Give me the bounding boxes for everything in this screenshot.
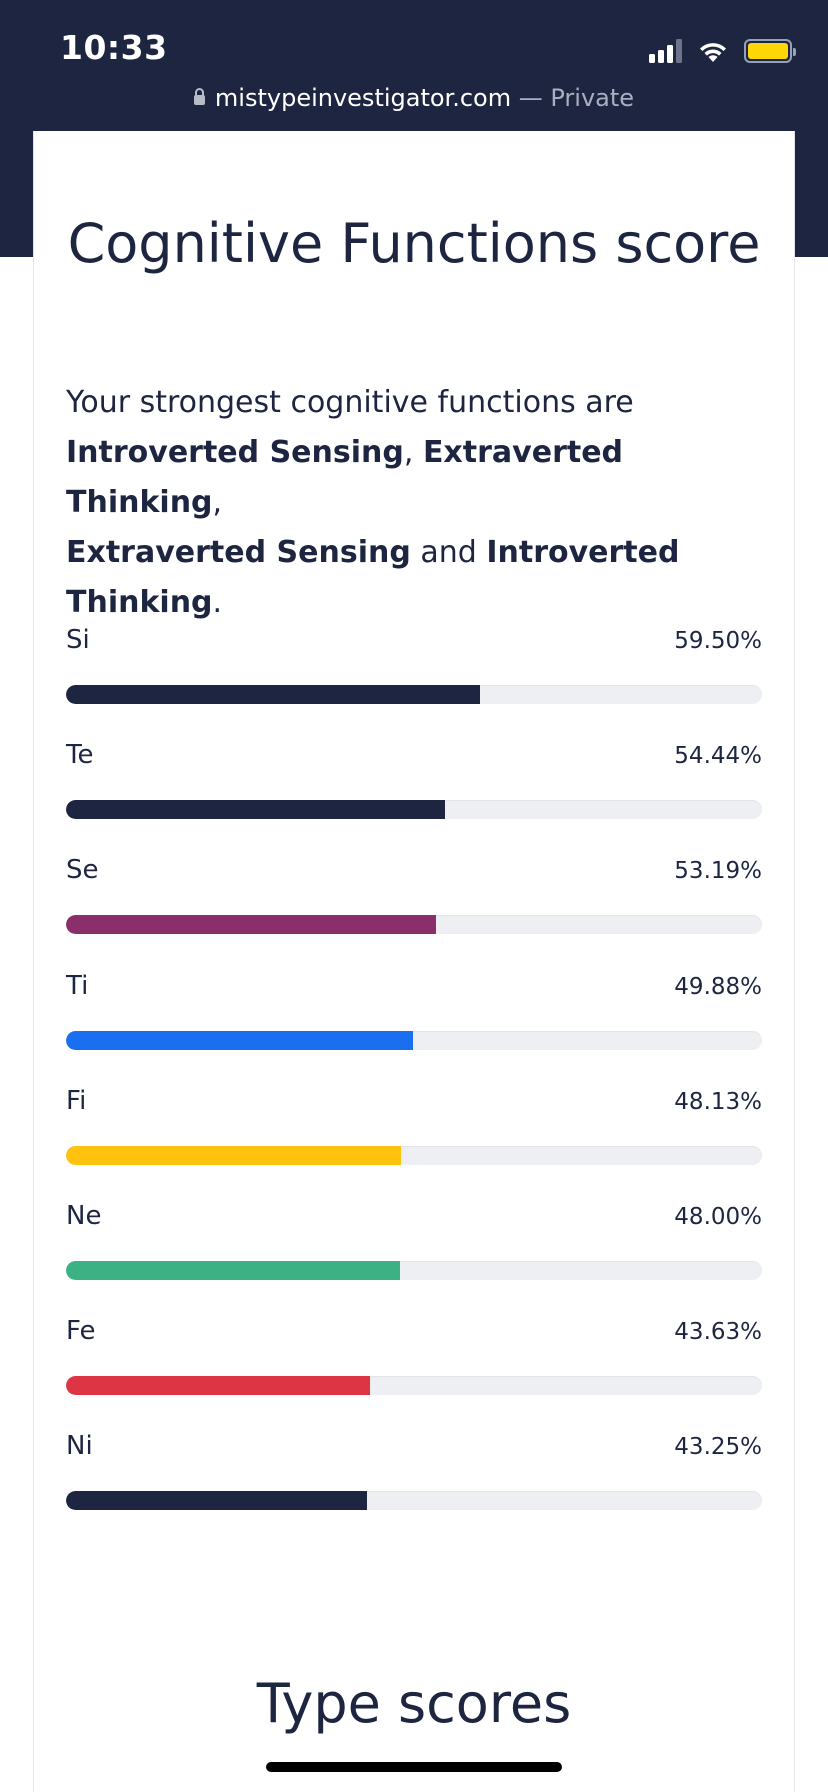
status-and-url-bar: 10:33 mistypeinvestigator.com — Private (0, 0, 828, 131)
status-time: 10:33 (60, 28, 168, 67)
bar-fill (66, 1260, 401, 1280)
bar-value-label: 43.63% (674, 1319, 762, 1346)
bar-label: Ni (66, 1431, 93, 1462)
intro-function-2: Extraverted Thinking (66, 435, 624, 520)
private-indicator: — Private (518, 84, 635, 112)
bar-track (66, 1376, 762, 1396)
bar-value-label: 53.19% (674, 858, 762, 885)
bar-label: Fe (66, 1316, 96, 1347)
bar-value-label: 48.00% (674, 1203, 762, 1230)
intro-function-3: Extraverted Sensing (66, 535, 411, 570)
intro-function-4: Introverted Thinking (66, 535, 680, 620)
bar-fill (66, 915, 437, 935)
bar-track (66, 915, 762, 935)
intro-conjunction: and (410, 535, 487, 570)
bar-track (66, 1145, 762, 1165)
bar-label: Ti (66, 970, 89, 1001)
wifi-icon (700, 43, 726, 62)
intro-separator: , (212, 485, 223, 520)
bar-row-si: Si 59.50% (66, 625, 762, 740)
bar-row-ni: Ni 43.25% (66, 1431, 762, 1546)
bar-row-ti: Ti 49.88% (66, 971, 762, 1086)
bar-label: Ne (66, 1200, 102, 1231)
address-bar[interactable]: mistypeinvestigator.com — Private (0, 84, 828, 112)
bar-track (66, 1030, 762, 1050)
bar-value-label: 59.50% (674, 628, 762, 654)
cellular-signal-icon (649, 39, 682, 63)
bar-track (66, 1260, 762, 1280)
bar-fill (66, 800, 445, 820)
intro-prefix: Your strongest cognitive functions are (66, 385, 634, 420)
bar-fill (66, 1030, 414, 1050)
bar-fill (66, 1376, 370, 1396)
bar-label: Fi (66, 1085, 87, 1116)
intro-paragraph: Your strongest cognitive functions are I… (66, 378, 776, 628)
bar-row-se: Se 53.19% (66, 855, 762, 970)
lock-icon (193, 88, 205, 105)
results-card (33, 131, 795, 1792)
bar-fill (66, 1491, 368, 1511)
page-title: Cognitive Functions score (67, 212, 761, 275)
bar-track (66, 1491, 762, 1511)
cognitive-functions-chart: Si 59.50% Te 54.44% Se 53.19% Ti 49.88% Fi 48.13%… (66, 625, 762, 1547)
bar-value-label: 54.44% (674, 743, 762, 770)
bar-label: Te (66, 740, 94, 771)
intro-period: . (212, 585, 223, 620)
bar-row-ne: Ne 48.00% (66, 1201, 762, 1316)
status-icons (649, 36, 796, 66)
bar-value-label: 48.13% (674, 1088, 762, 1115)
bar-label: Se (66, 855, 99, 886)
home-indicator[interactable] (266, 1762, 562, 1772)
bar-row-te: Te 54.44% (66, 740, 762, 855)
bar-label: Si (66, 625, 90, 655)
bar-row-fe: Fe 43.63% (66, 1316, 762, 1431)
intro-separator: , (403, 435, 423, 470)
bar-fill (66, 1145, 401, 1165)
bar-row-fi: Fi 48.13% (66, 1086, 762, 1201)
url-domain: mistypeinvestigator.com (214, 84, 512, 112)
battery-icon (744, 39, 796, 63)
intro-function-1: Introverted Sensing (66, 435, 404, 470)
bar-fill (66, 685, 481, 704)
type-scores-heading: Type scores (256, 1672, 572, 1735)
bar-track (66, 685, 762, 704)
bar-track (66, 800, 762, 820)
bar-value-label: 43.25% (674, 1434, 762, 1461)
bar-value-label: 49.88% (674, 973, 762, 1000)
